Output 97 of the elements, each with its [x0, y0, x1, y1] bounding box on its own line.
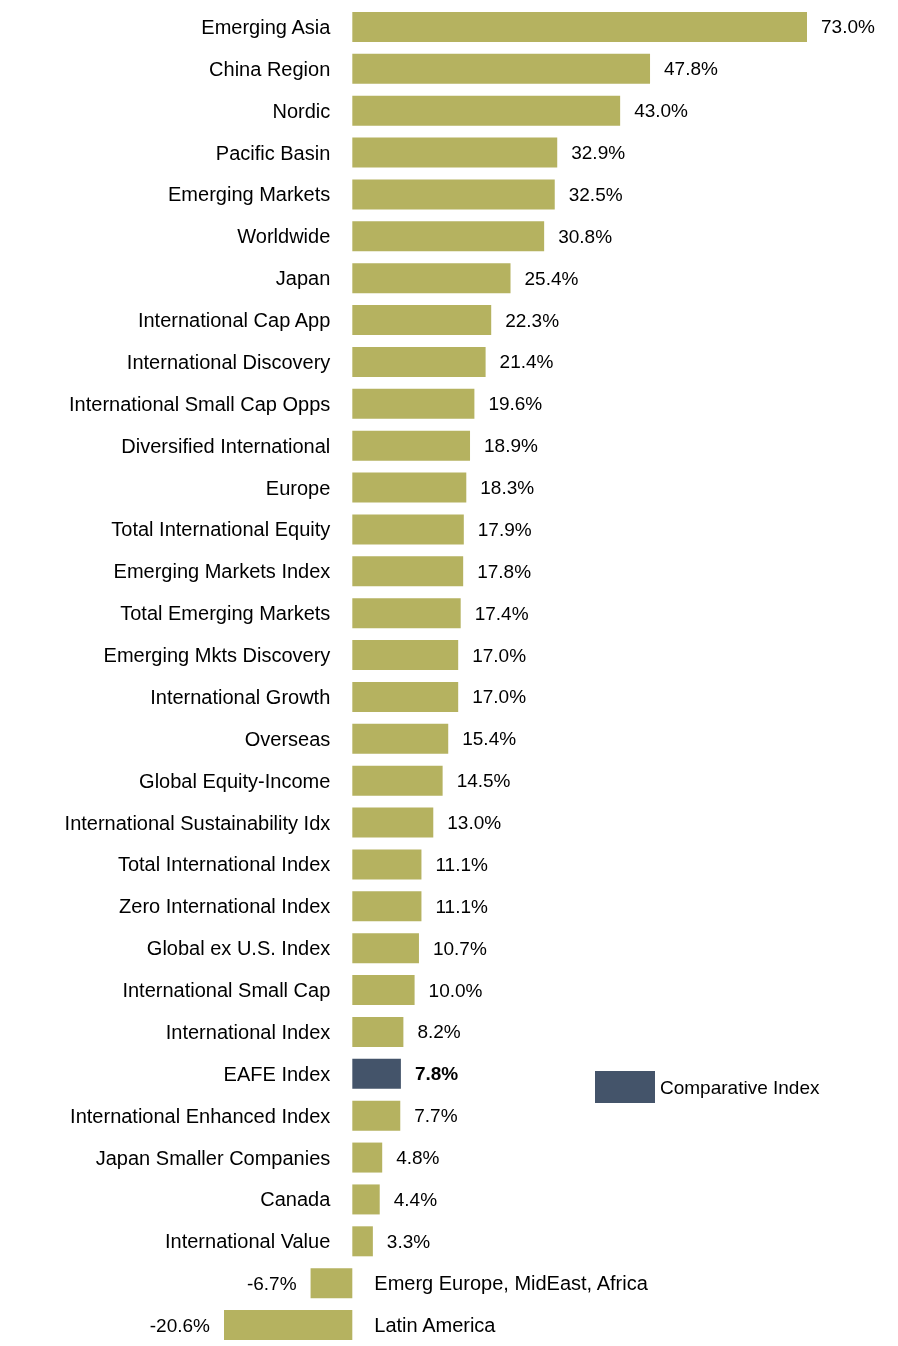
y-tick-label: Japan: [275, 267, 331, 290]
y-tick-label: Emerg Europe, MidEast, Africa: [374, 1272, 649, 1295]
bar: [352, 514, 464, 545]
bar: [352, 388, 475, 419]
y-tick-label: Total International Index: [117, 853, 331, 876]
y-tick-label: International Small Cap Opps: [69, 392, 331, 415]
bar: [352, 179, 555, 210]
y-tick-label: Nordic: [272, 99, 331, 122]
bar: [352, 53, 651, 84]
data-label: 8.2%: [417, 1021, 461, 1043]
y-tick-label: Latin America: [374, 1314, 497, 1337]
y-tick-label: Diversified International: [121, 434, 331, 457]
y-tick-label: Total International Equity: [111, 518, 331, 541]
y-tick-label: EAFE Index: [223, 1062, 331, 1085]
bar: [352, 1184, 380, 1215]
y-tick-label: Europe: [265, 476, 331, 499]
y-tick-label: Canada: [260, 1188, 332, 1211]
data-label: 15.4%: [462, 728, 517, 750]
data-label: 22.3%: [505, 309, 560, 331]
y-tick-label: Pacific Basin: [215, 141, 331, 164]
data-label: 17.4%: [474, 602, 529, 624]
y-tick-label: Worldwide: [237, 225, 331, 248]
y-tick-label: Emerging Mkts Discovery: [103, 644, 331, 667]
y-tick-label: Emerging Markets: [168, 183, 331, 206]
data-label: -20.6%: [149, 1314, 211, 1336]
data-label: 4.4%: [393, 1188, 438, 1210]
y-tick-label: Overseas: [244, 727, 331, 750]
y-tick-label: Zero International Index: [119, 895, 331, 918]
bar: [352, 1226, 373, 1257]
data-label: 17.0%: [472, 644, 527, 666]
bar: [352, 807, 434, 838]
y-tick-label: Emerging Asia: [201, 15, 332, 38]
data-label: 18.3%: [480, 477, 535, 499]
data-label: -6.7%: [246, 1272, 297, 1294]
data-label: 17.0%: [472, 686, 527, 708]
bar: [352, 430, 471, 461]
bar: [352, 346, 486, 377]
bar: [352, 95, 621, 126]
legend-label: Comparative Index: [660, 1076, 820, 1098]
bar: [352, 305, 492, 336]
y-tick-label: Global ex U.S. Index: [146, 937, 331, 960]
data-label: 21.4%: [499, 351, 554, 373]
data-label: 3.3%: [386, 1230, 431, 1252]
bar: [352, 1016, 404, 1047]
bar: [352, 598, 461, 629]
bar: [352, 221, 545, 252]
bar: [352, 640, 459, 671]
bar: [352, 891, 422, 922]
data-label: 17.9%: [477, 518, 532, 540]
data-label: 11.1%: [435, 853, 489, 875]
y-tick-label: International Index: [165, 1020, 331, 1043]
data-label: 7.8%: [414, 1063, 459, 1085]
bar: [352, 681, 459, 712]
bar: [310, 1268, 353, 1299]
bar: [352, 1142, 383, 1173]
data-label: 13.0%: [447, 812, 502, 834]
bar: [352, 849, 422, 880]
bar: [352, 975, 415, 1006]
bar: [352, 1100, 401, 1131]
y-tick-label: International Growth: [150, 685, 331, 708]
y-tick-label: Total Emerging Markets: [120, 602, 331, 625]
y-tick-label: Japan Smaller Companies: [95, 1146, 331, 1169]
data-label: 4.8%: [396, 1147, 440, 1169]
data-label: 18.9%: [484, 435, 539, 457]
data-label: 30.8%: [558, 225, 613, 247]
bar: [352, 263, 511, 294]
bar: [352, 933, 419, 964]
bar: [352, 472, 467, 503]
bar: [224, 1310, 353, 1341]
data-label: 10.0%: [428, 979, 483, 1001]
y-tick-label: International Small Cap: [122, 979, 331, 1002]
y-tick-label: International Enhanced Index: [70, 1104, 331, 1127]
bar: [352, 137, 558, 168]
data-label: 11.1%: [435, 895, 489, 917]
y-tick-label: International Discovery: [126, 350, 331, 373]
y-tick-label: Global Equity-Income: [139, 769, 331, 792]
y-tick-label: Emerging Markets Index: [113, 560, 331, 583]
data-label: 17.8%: [477, 560, 532, 582]
data-label: 7.7%: [414, 1105, 458, 1127]
bar: [352, 556, 464, 587]
data-label: 19.6%: [488, 393, 543, 415]
data-label: 73.0%: [821, 16, 875, 38]
bar: [352, 723, 449, 754]
y-tick-label: International Value: [165, 1230, 331, 1253]
data-label: 10.7%: [432, 937, 487, 959]
bar: [352, 1058, 401, 1089]
data-label: 43.0%: [634, 100, 689, 122]
data-label: 25.4%: [524, 267, 579, 289]
data-label: 47.8%: [664, 58, 719, 80]
y-tick-label: International Sustainability Idx: [64, 811, 331, 834]
bar: [352, 11, 807, 42]
data-label: 32.9%: [571, 142, 626, 164]
data-label: 32.5%: [568, 183, 623, 205]
data-label: 14.5%: [456, 770, 511, 792]
y-tick-label: China Region: [209, 57, 331, 80]
bar: [352, 765, 443, 796]
y-tick-label: International Cap App: [137, 309, 331, 332]
